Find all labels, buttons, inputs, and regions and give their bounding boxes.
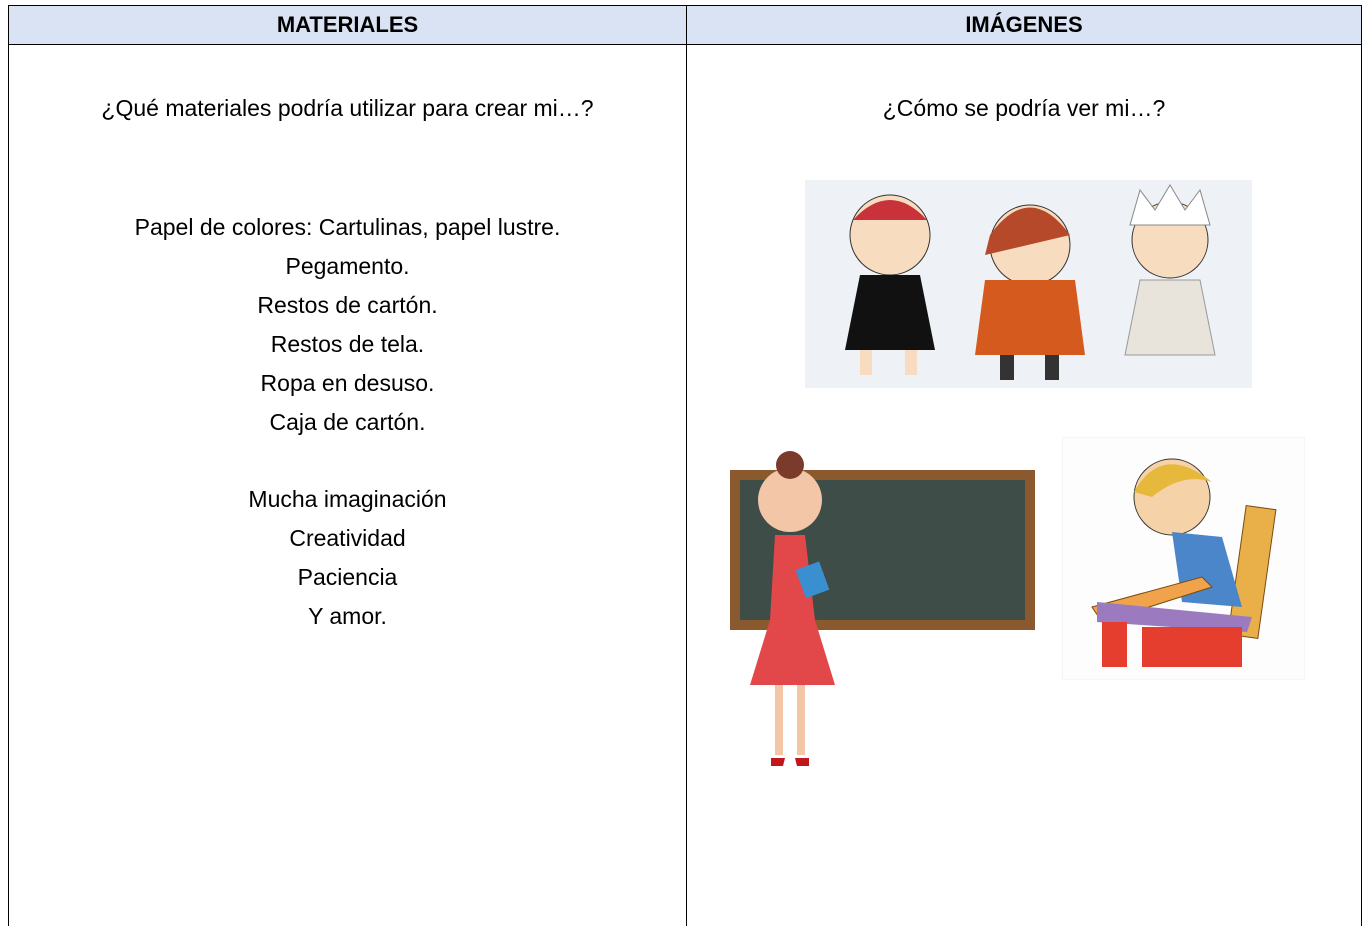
teacher-illustration bbox=[730, 451, 1035, 766]
list-item: Restos de tela. bbox=[270, 331, 425, 357]
list-item: Paciencia bbox=[297, 564, 398, 590]
qualities-list: Mucha imaginación Creatividad Paciencia Y a… bbox=[8, 480, 687, 636]
list-item: Restos de cartón. bbox=[257, 292, 438, 318]
table-cell bbox=[686, 45, 1362, 926]
child-3 bbox=[1124, 184, 1216, 356]
question: ¿Qué materiales podría utilizar para cre… bbox=[101, 95, 594, 121]
header-cell: IMÁGENES bbox=[686, 5, 1362, 45]
list-item: Ropa en desuso. bbox=[260, 370, 435, 396]
list-item: Papel de colores: Cartulinas, papel lust… bbox=[134, 214, 561, 240]
list-item: Mucha imaginación bbox=[248, 486, 447, 512]
header-cell: MATERIALES bbox=[8, 5, 687, 45]
list-item: Caja de cartón. bbox=[269, 409, 426, 435]
list-item: Pegamento. bbox=[285, 253, 410, 279]
carpenter-illustration bbox=[1062, 437, 1305, 680]
children-illustration bbox=[805, 180, 1252, 388]
question: ¿Cómo se podría ver mi…? bbox=[882, 95, 1166, 121]
child-1 bbox=[845, 194, 935, 375]
child-2 bbox=[975, 204, 1085, 380]
materials-list: Papel de colores: Cartulinas, papel lust… bbox=[8, 208, 687, 442]
list-item: Y amor. bbox=[308, 603, 387, 629]
list-item: Creatividad bbox=[289, 525, 406, 551]
